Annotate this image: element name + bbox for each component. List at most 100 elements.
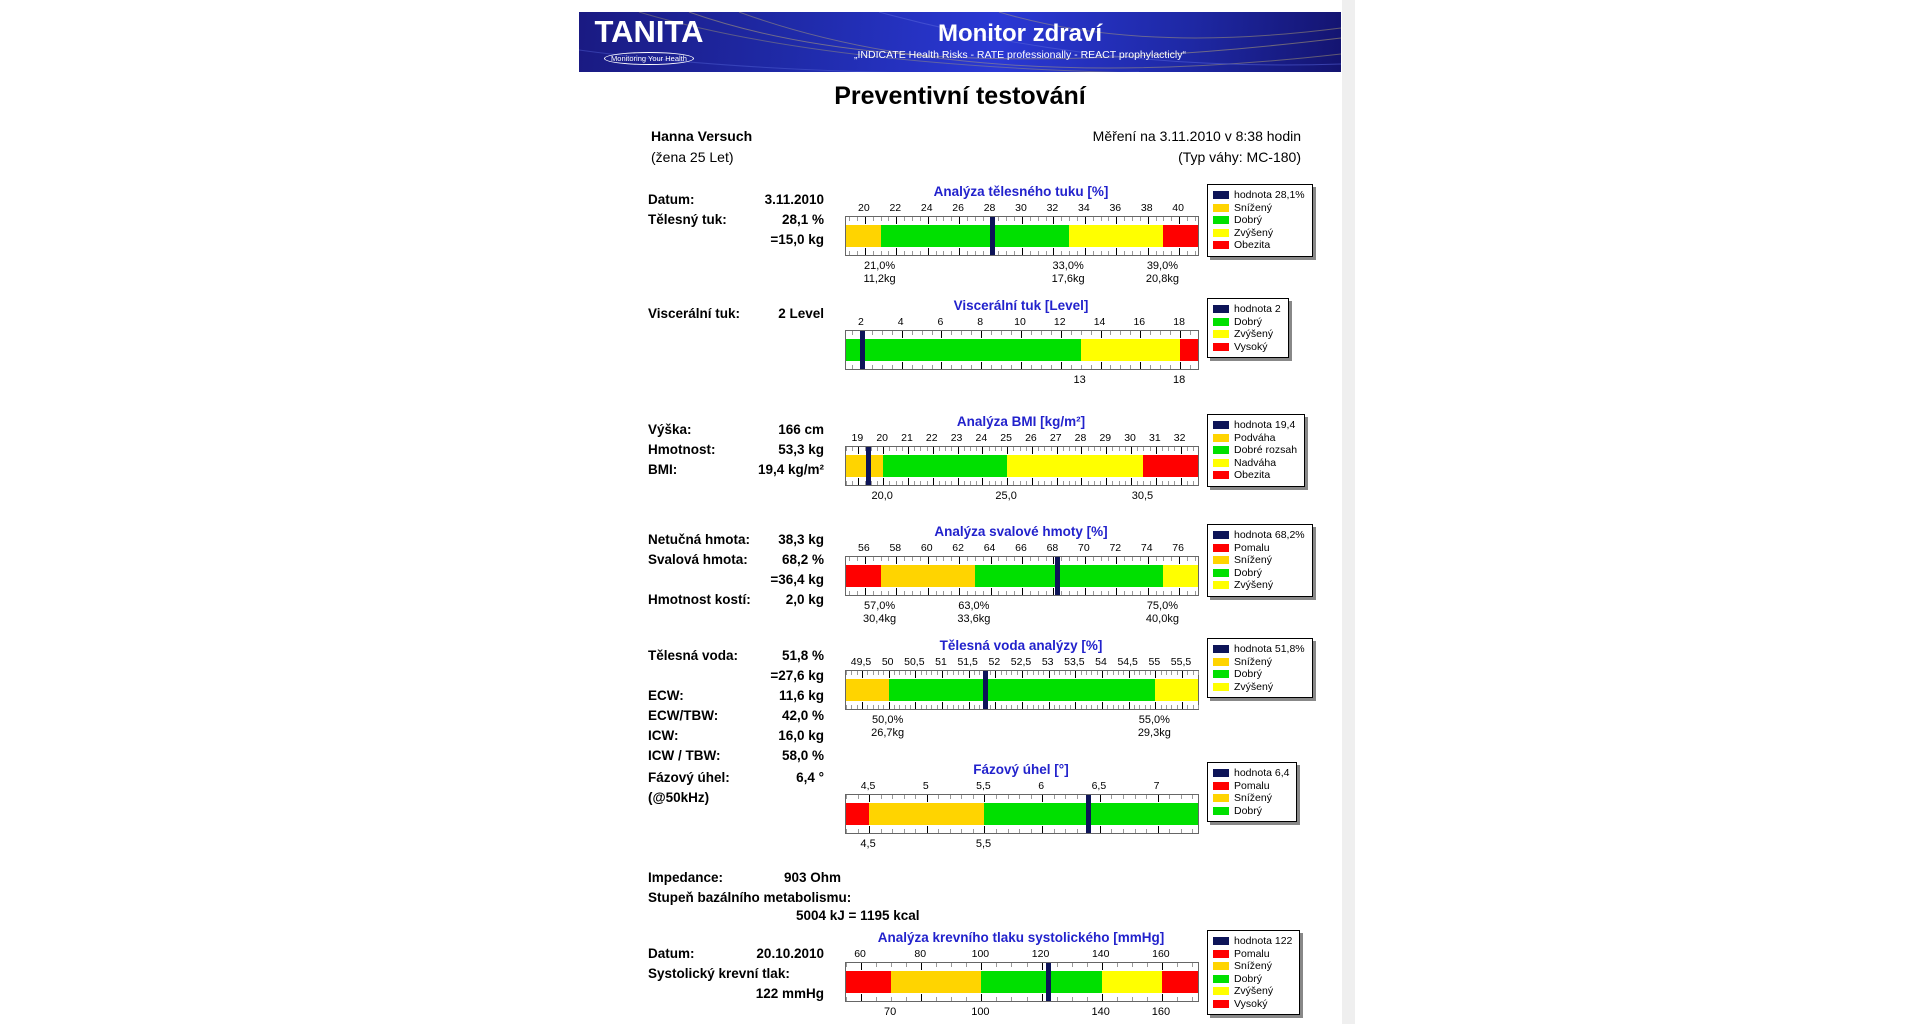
tick-top <box>1118 447 1120 451</box>
tick-bottom <box>856 705 858 709</box>
tick-top <box>1118 671 1119 675</box>
boundary-labels: 20,0 25,0 30,5 <box>845 490 1197 518</box>
tick-top <box>912 217 913 221</box>
tick-top <box>1019 795 1021 799</box>
tick-bottom <box>1124 591 1126 595</box>
gauge-band-yellow <box>1007 455 1144 477</box>
axis-tick-label: 50 <box>881 656 894 668</box>
tick-top <box>1084 217 1086 224</box>
boundary-label: 100 <box>971 1006 989 1019</box>
tick-bottom <box>1186 481 1188 485</box>
page-title: Preventivní testování <box>834 82 1086 110</box>
tick-top <box>1166 671 1167 675</box>
tick-top <box>1022 557 1023 564</box>
tick-top <box>1137 447 1139 451</box>
tick-bottom <box>876 481 878 485</box>
tick-bottom <box>1062 481 1064 485</box>
tick-bottom <box>915 702 917 709</box>
legend-row: Zvýšený <box>1213 579 1305 592</box>
tick-bottom <box>1056 997 1058 1001</box>
axis-tick-label: 54,5 <box>1117 656 1138 668</box>
tick-top <box>1139 217 1141 221</box>
field-value: 68,2 % <box>781 552 824 567</box>
legend-row: hodnota 122 <box>1213 935 1292 948</box>
tick-top <box>988 447 990 451</box>
navy-swatch-icon <box>1213 421 1229 430</box>
gauge-band-gold <box>846 225 881 247</box>
label-row: Hmotnost kostí: 2,0 kg <box>648 592 908 612</box>
tanita-logo: TANITA Monitoring Your Health <box>589 16 709 66</box>
tick-top <box>896 217 898 224</box>
axis-tick-label: 25 <box>1000 432 1012 444</box>
boundary-label: 5,5 <box>976 838 991 851</box>
axis-tick-label: 5 <box>922 780 929 792</box>
tick-top <box>1110 331 1112 335</box>
tick-bottom <box>1118 481 1120 485</box>
tick-top <box>945 447 947 451</box>
tick-bottom <box>1193 481 1195 485</box>
tick-top <box>1070 671 1071 675</box>
tick-top <box>976 447 978 451</box>
tick-bottom <box>912 251 913 255</box>
field-value: 166 cm <box>778 422 824 437</box>
axis-tick-label: 56 <box>858 542 870 554</box>
axis-tick-label: 4,5 <box>860 780 876 792</box>
axis-tick-label: 72 <box>1109 542 1122 554</box>
tick-bottom <box>1077 251 1078 255</box>
boundary-label: 20,0 <box>871 490 892 503</box>
red-swatch-icon <box>1213 949 1229 958</box>
value-marker <box>1054 557 1060 595</box>
tick-top <box>1011 671 1013 675</box>
label-row: Datum: 20.10.2010 <box>648 946 908 966</box>
axis-tick-label: 62 <box>952 542 964 554</box>
value-marker <box>990 217 996 255</box>
axis-tick-label: 24 <box>975 432 988 444</box>
tick-top <box>1169 795 1171 799</box>
yellow-swatch-icon <box>1213 330 1229 339</box>
tick-top <box>1025 447 1027 451</box>
label-row: ICW / TBW: 58,0 % <box>648 748 908 768</box>
tick-bottom <box>1162 481 1164 485</box>
tick-top <box>1029 217 1031 221</box>
tick-bottom <box>1038 481 1040 485</box>
tick-top <box>974 557 976 561</box>
tick-bottom <box>919 251 921 255</box>
tick-bottom <box>1163 591 1165 595</box>
tick-top <box>966 963 968 967</box>
tick-top <box>1042 795 1044 802</box>
tick-bottom <box>1006 591 1008 595</box>
tick-top <box>872 557 874 561</box>
tick-top <box>1134 671 1135 675</box>
tick-bottom <box>982 251 984 255</box>
tick-bottom <box>1027 705 1029 709</box>
tick-bottom <box>1099 826 1101 833</box>
tick-top <box>1171 671 1173 675</box>
tick-bottom <box>876 997 878 1001</box>
tick-bottom <box>888 702 890 709</box>
axis-tick-label: 14 <box>1093 316 1106 328</box>
value-marker <box>866 447 872 485</box>
tick-bottom <box>1092 591 1094 595</box>
legend-category-label: Obezita <box>1234 239 1271 252</box>
tick-top <box>1112 671 1114 675</box>
legend-row: Zvýšený <box>1213 328 1281 341</box>
tick-bottom <box>1157 826 1159 833</box>
tick-top <box>1007 447 1009 454</box>
tick-bottom <box>1006 251 1008 255</box>
label-row: Datum: 3.11.2010 <box>648 192 908 212</box>
tick-bottom <box>961 365 963 369</box>
tick-top <box>1163 217 1165 221</box>
field-value: 11,6 kg <box>778 688 824 703</box>
tick-top <box>927 217 929 224</box>
tick-bottom <box>920 705 922 709</box>
boundary-label-line: 160 <box>1151 1006 1171 1018</box>
tick-bottom <box>1143 481 1145 485</box>
tick-bottom <box>926 705 927 709</box>
tick-top <box>951 217 953 221</box>
boundary-label: 39,0% 20,8kg <box>1146 260 1179 286</box>
tick-bottom <box>1025 481 1027 485</box>
label-row: Viscerální tuk: 2 Level <box>648 306 908 326</box>
boundary-label-line: 20,8kg <box>1145 273 1179 285</box>
tick-top <box>846 447 847 451</box>
legend-category-label: Dobré rozsah <box>1234 444 1298 457</box>
